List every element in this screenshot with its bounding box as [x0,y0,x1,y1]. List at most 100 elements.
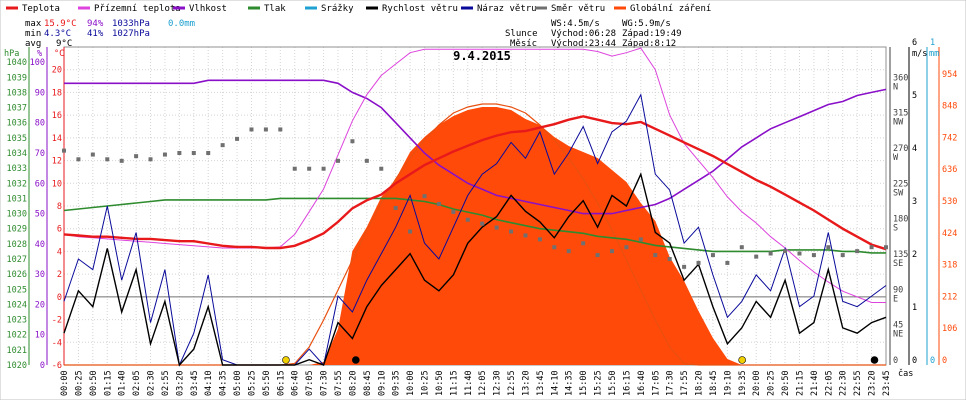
tick-wind_dir_deg: 270 [893,144,908,154]
wind-direction-point [840,253,845,258]
x-tick-label: 14:35 [565,370,575,396]
tick-pressure_hpa: 1021 [7,346,27,356]
x-tick-label: 09:35 [392,370,402,396]
tick-wind_dir_deg: 45 [893,321,903,331]
axis-header-hpa: hPa [4,49,19,59]
x-tick-label: 06:15 [276,370,286,396]
x-tick-label: 15:25 [594,370,604,396]
wind-direction-point [581,241,586,246]
tick-wind_ms: 0 [912,356,917,366]
wind-direction-point [826,245,831,250]
wind-direction-point [263,127,268,132]
x-tick-label: 17:05 [651,370,661,396]
tick-pressure_hpa: 1035 [7,134,27,144]
wind-direction-point [465,217,470,222]
x-tick-label: 19:35 [738,370,748,396]
legend-label: Srážky [321,4,354,14]
tick-temperature_c: -2 [52,316,62,326]
wind-direction-point [393,205,398,210]
x-tick-label: 08:20 [348,370,358,396]
moon-set: Západ:8:12 [622,39,676,49]
tick-pressure_hpa: 1033 [7,164,27,174]
legend-label: Rychlost větru [382,4,458,14]
x-tick-label: 04:10 [204,370,214,396]
stat-min-3: 1027hPa [112,29,150,39]
tick-temperature_c: 20 [52,66,62,76]
wind-direction-point [62,148,66,153]
series-humidity [64,79,887,215]
tick-temperature_c: 6 [57,225,62,235]
tick-humidity_pct: 50 [35,210,45,220]
tick-wind_ms: 4 [912,144,917,154]
wind-direction-point [90,152,95,157]
wind-direction-point [134,154,139,159]
x-axis: 00:00 00:25 00:50 01:15 01:40 02:05 02:30 02:55… [60,370,892,396]
tick-radiation_wm2: 954 [942,70,957,80]
wind-direction-point [566,249,571,254]
legend-item-4: Tlak [248,4,286,14]
tick-temperature_c: -4 [52,338,62,348]
wind-direction-point [509,229,514,234]
tick-radiation_wm2: 0 [942,356,947,366]
sun-moon-markers [282,356,879,364]
x-tick-label: 13:45 [536,370,546,396]
wind-direction-point [436,202,441,207]
series-wind-direction [62,127,888,269]
series-wind-speed [63,172,887,367]
stat-avg-0: avg [25,39,41,49]
series-temperature [63,115,887,251]
x-tick-label: 23:45 [882,370,892,396]
x-tick-label: 16:40 [637,370,647,396]
stat-avg-1: 9°C [56,39,72,49]
wind-direction-point [177,151,182,155]
x-tick-label: 01:40 [118,370,128,396]
sun-set: Západ:19:49 [622,29,682,39]
wind-direction-point [206,151,211,155]
wind-direction-point [162,152,167,157]
legend-label: Náraz větru [477,4,537,14]
tick-pressure_hpa: 1036 [7,119,27,129]
tick-wind_dir_deg: SW [893,188,904,198]
wind-direction-point [364,158,369,163]
x-tick-label: 14:10 [550,370,560,396]
tick-humidity_pct: 20 [35,300,45,310]
series-wind-gust [63,93,887,367]
stat-min-2: 41% [87,29,104,39]
moonset-marker [352,356,360,364]
plot-area: 1020102110221023102410251026102710281029… [4,38,957,396]
x-tick-label: 23:20 [868,370,878,396]
tick-humidity_pct: 60 [35,179,45,189]
x-tick-label: 17:55 [680,370,690,396]
wind-direction-point [610,249,614,254]
tick-pressure_hpa: 1039 [7,73,27,83]
wind-direction-point [191,151,196,155]
x-tick-label: 12:55 [507,370,517,396]
left-axes: 1020102110221023102410251026102710281029… [4,47,65,371]
sun-label: Slunce [505,29,538,39]
tick-wind_ms: 6 [912,38,917,48]
wind-direction-point [480,221,485,226]
x-tick-label: 06:40 [291,370,301,396]
legend-item-9: Globální záření [614,4,711,14]
wind-direction-point [451,209,456,214]
sunset-marker [738,356,746,364]
x-tick-label: 15:00 [579,370,589,396]
right-axes: 045NE90E135SE180S225SW270W315NW360N01234… [889,38,957,379]
wind-direction-point [725,260,730,265]
tick-pressure_hpa: 1038 [7,88,27,98]
chart-title: 9.4.2015 [453,49,511,63]
tick-radiation_wm2: 636 [942,165,957,175]
wind-direction-point [696,260,701,265]
wind-direction-point [595,253,600,258]
tick-temperature_c: -6 [52,361,62,371]
stat-max-0: max [25,19,42,29]
x-tick-label: 19:10 [723,370,733,396]
tick-wind_dir_deg: 315 [893,109,908,119]
x-tick-label: 03:45 [190,370,200,396]
tick-humidity_pct: 0 [40,361,45,371]
tick-wind_dir_deg: NW [893,118,904,128]
wind-direction-point [667,257,672,261]
stat-max-4: 0.0mm [168,19,195,29]
x-tick-label: 05:25 [247,370,257,396]
